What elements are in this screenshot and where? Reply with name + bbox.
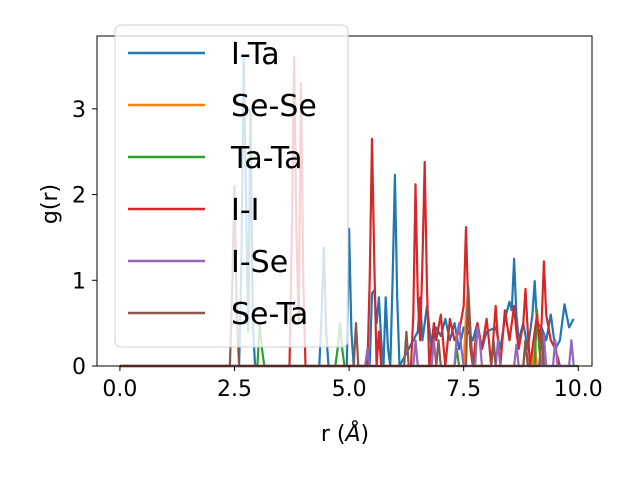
legend: I-Ta Se-Se Ta-Ta I-I I-Se Se-Ta [114, 24, 349, 348]
y-tick-label: 1 [72, 269, 86, 294]
legend-label-3: I-I [231, 193, 260, 228]
legend-label-5: Se-Ta [231, 297, 308, 332]
y-tick-label: 2 [72, 184, 86, 209]
y-axis-label: g(r) [38, 184, 63, 224]
y-tick-label: 3 [72, 98, 86, 123]
legend-label-4: I-Se [231, 245, 288, 280]
x-tick-label: 0.0 [102, 377, 137, 402]
legend-label-0: I-Ta [231, 37, 280, 72]
x-tick-label: 2.5 [217, 377, 252, 402]
x-tick-label: 5.0 [332, 377, 367, 402]
x-axis: 0.0 2.5 5.0 7.5 10.0 [102, 366, 603, 402]
x-tick-label: 7.5 [446, 377, 481, 402]
y-axis: 0 1 2 3 [72, 98, 97, 380]
x-axis-label: r (Å) [321, 420, 369, 447]
legend-label-2: Ta-Ta [230, 141, 303, 176]
y-tick-label: 0 [72, 355, 86, 380]
x-tick-label: 10.0 [554, 377, 603, 402]
legend-label-1: Se-Se [231, 89, 317, 124]
series-line-2 [119, 309, 579, 368]
